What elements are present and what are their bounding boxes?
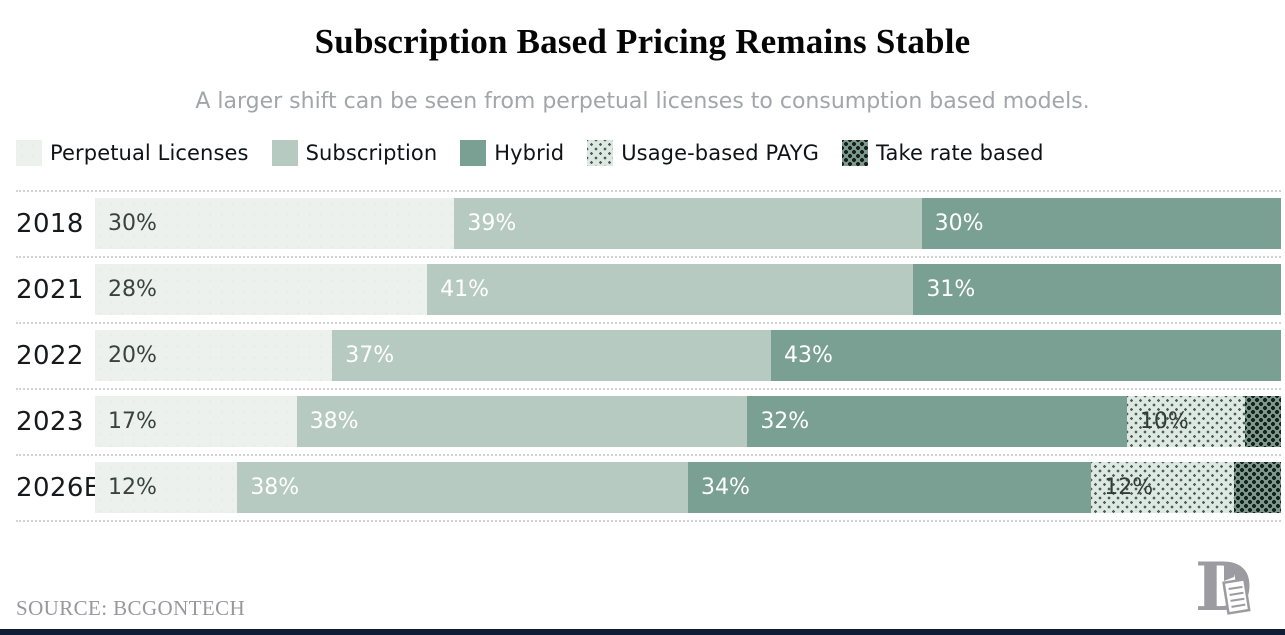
bar-row-2018: 2018 30% 39% 30% — [16, 198, 1281, 249]
segment-value-label: 37% — [345, 343, 395, 368]
year-label: 2021 — [16, 274, 84, 305]
segment-perpetual: 17% — [95, 396, 297, 447]
year-label: 2023 — [16, 406, 84, 437]
legend-item-take: Take rate based — [842, 140, 1043, 166]
segment-usage: 12% — [1091, 462, 1234, 513]
segment-take — [1233, 462, 1281, 513]
stacked-bar: 17% 38% 32% 10% — [95, 396, 1281, 447]
subscription-swatch-icon — [271, 140, 298, 166]
stacked-bar: 30% 39% 30% — [95, 198, 1281, 249]
stacked-bar: 12% 38% 34% 12% — [95, 462, 1281, 513]
row-separator — [16, 454, 1281, 456]
year-label: 2026E — [16, 472, 101, 503]
bar-row-2021: 2021 28% 41% 31% — [16, 264, 1281, 315]
logo-scroll-icon — [1222, 578, 1251, 615]
chart-title: Subscription Based Pricing Remains Stabl… — [314, 22, 971, 61]
row-separator — [16, 322, 1281, 324]
segment-subscription: 41% — [427, 264, 914, 315]
segment-perpetual: 30% — [95, 198, 455, 249]
row-separator — [16, 520, 1281, 522]
segment-value-label: 34% — [701, 475, 750, 500]
source-credit: SOURCE: BCGONTECH — [16, 596, 246, 620]
segment-subscription: 38% — [296, 396, 748, 447]
monogram-d-logo: D — [1195, 551, 1252, 621]
segment-value-label: 38% — [309, 409, 359, 434]
segment-hybrid: 43% — [771, 330, 1281, 381]
segment-value-label: 28% — [108, 277, 157, 302]
segment-value-label: 10% — [1139, 409, 1189, 434]
legend-item-subscription: Subscription — [271, 140, 438, 166]
take-swatch-icon — [842, 140, 869, 166]
stacked-bar-chart: 2018 30% 39% 30% 2021 28% 41% 31% 2022 20% 37% 43% 2… — [16, 190, 1281, 522]
segment-hybrid: 32% — [747, 396, 1127, 447]
bar-row-2022: 2022 20% 37% 43% — [16, 330, 1281, 381]
row-separator — [16, 256, 1281, 258]
bottom-edge-bar — [0, 629, 1285, 635]
year-label: 2018 — [16, 208, 84, 239]
segment-value-label: 32% — [760, 409, 810, 434]
legend-label: Usage-based PAYG — [621, 141, 820, 165]
segment-usage: 10% — [1126, 396, 1246, 447]
hybrid-swatch-icon — [460, 140, 487, 166]
legend-item-perpetual: Perpetual Licenses — [16, 140, 249, 166]
segment-subscription: 38% — [237, 462, 688, 513]
row-separator — [16, 190, 1281, 192]
segment-hybrid: 34% — [688, 462, 1092, 513]
segment-value-label: 38% — [250, 475, 300, 500]
segment-value-label: 20% — [108, 343, 157, 368]
chart-subtitle: A larger shift can be seen from perpetua… — [195, 89, 1090, 114]
stacked-bar: 28% 41% 31% — [95, 264, 1281, 315]
logo-flag-shape — [1224, 565, 1234, 581]
legend-label: Take rate based — [876, 141, 1044, 165]
segment-value-label: 30% — [108, 211, 157, 236]
perpetual-swatch-icon — [16, 140, 42, 166]
segment-subscription: 37% — [332, 330, 772, 381]
segment-value-label: 17% — [108, 409, 157, 434]
segment-subscription: 39% — [454, 198, 922, 249]
segment-value-label: 12% — [1104, 475, 1154, 500]
stacked-bar: 20% 37% 43% — [95, 330, 1281, 381]
bar-row-2023: 2023 17% 38% 32% 10% — [16, 396, 1281, 447]
segment-perpetual: 12% — [95, 462, 238, 513]
legend-label: Hybrid — [494, 141, 565, 165]
segment-value-label: 30% — [934, 211, 984, 236]
segment-value-label: 12% — [108, 475, 157, 500]
segment-value-label: 31% — [926, 277, 976, 302]
segment-value-label: 41% — [440, 277, 489, 302]
year-label: 2022 — [16, 340, 84, 371]
bar-row-2026E: 2026E 12% 38% 34% 12% — [16, 462, 1281, 513]
legend: Perpetual Licenses Subscription Hybrid Usag… — [16, 140, 1044, 166]
segment-value-label: 39% — [467, 211, 517, 236]
row-separator — [16, 388, 1281, 390]
segment-hybrid: 31% — [913, 264, 1281, 315]
legend-item-usage: Usage-based PAYG — [587, 140, 819, 166]
segment-hybrid: 30% — [921, 198, 1281, 249]
legend-item-hybrid: Hybrid — [460, 140, 564, 166]
segment-take — [1245, 396, 1281, 447]
legend-label: Perpetual Licenses — [50, 141, 249, 165]
segment-value-label: 43% — [784, 343, 833, 368]
segment-perpetual: 28% — [95, 264, 428, 315]
legend-label: Subscription — [305, 141, 438, 165]
segment-perpetual: 20% — [95, 330, 333, 381]
usage-swatch-icon — [587, 140, 614, 166]
